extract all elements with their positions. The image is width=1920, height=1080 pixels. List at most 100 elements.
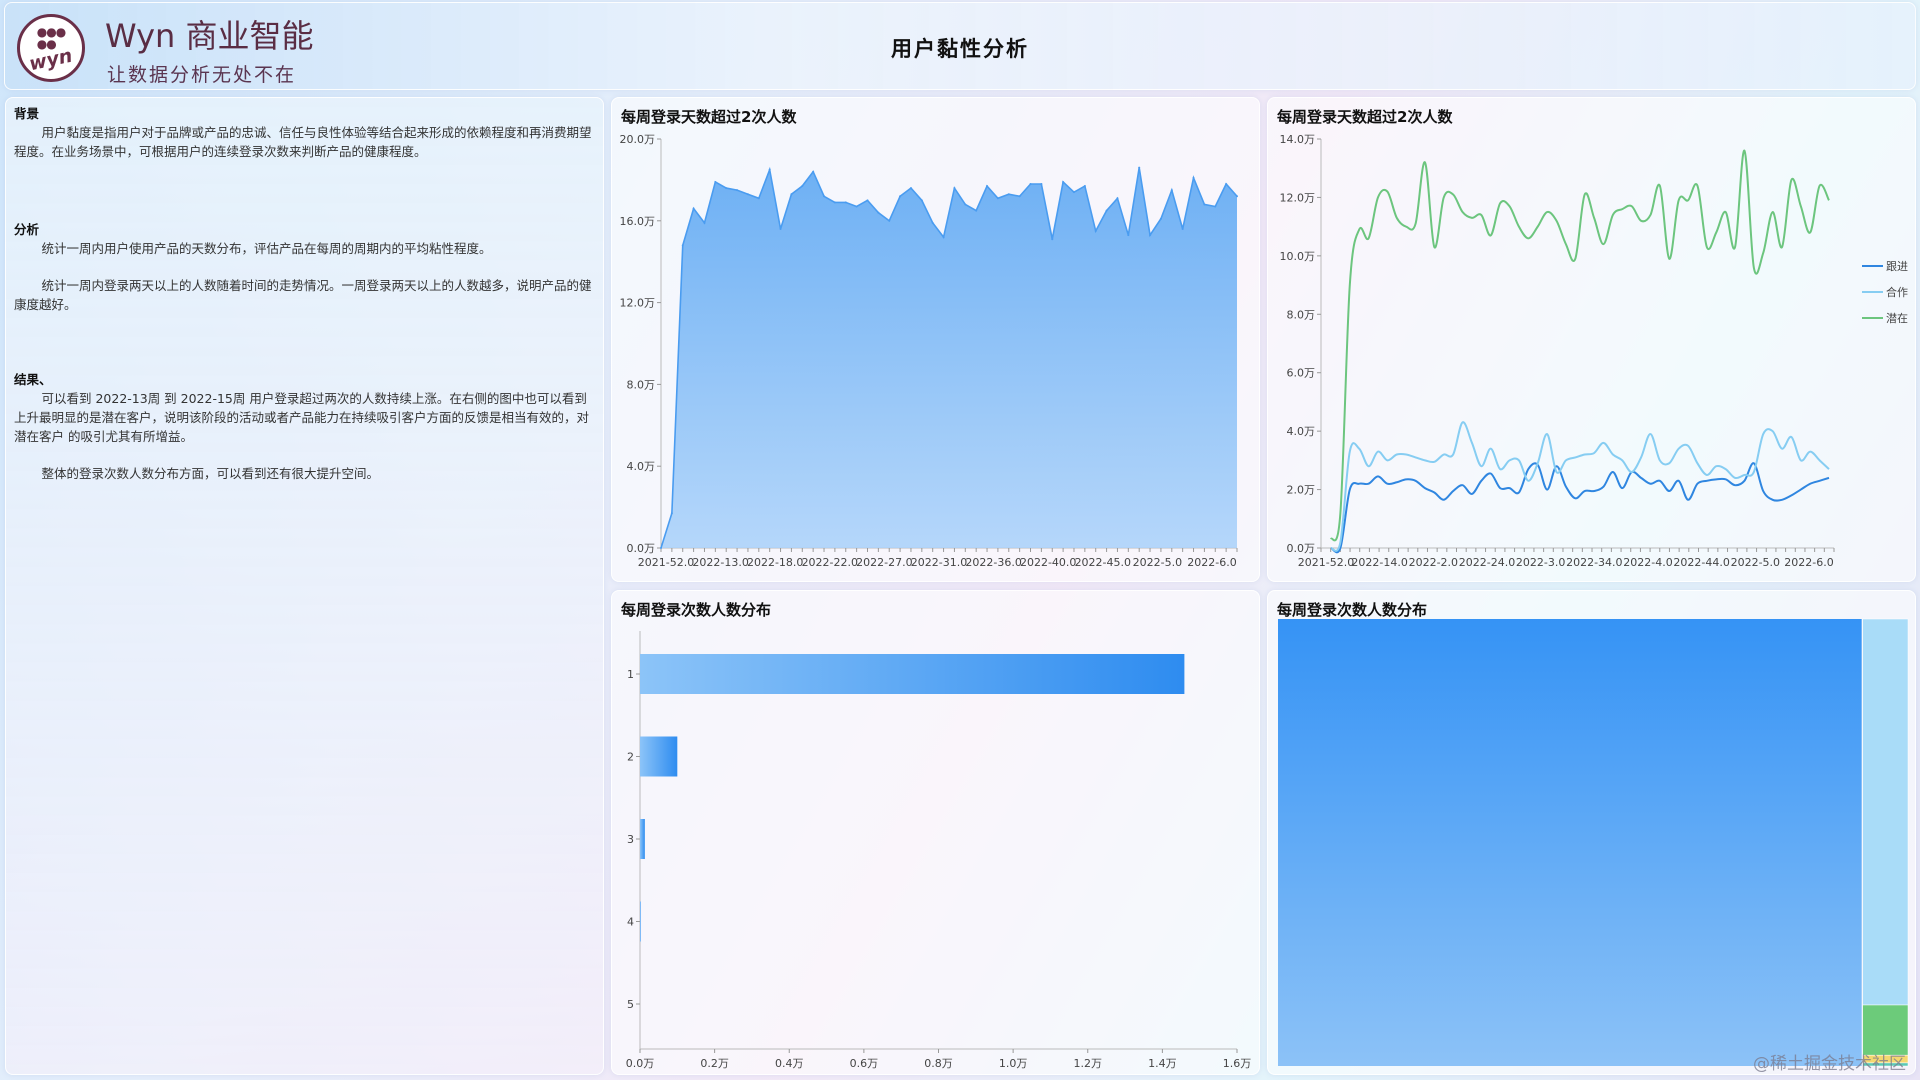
- x-tick-label: 2022-44.0: [1673, 556, 1729, 569]
- y-tick-label: 2.0万: [1287, 484, 1316, 497]
- area-line: [660, 166, 1238, 549]
- section-title-background: 背景: [14, 106, 40, 121]
- x-tick-label: 2021-52.0: [638, 556, 694, 569]
- data-point: [1094, 230, 1097, 233]
- x-tick-label: 0.0万: [626, 1057, 655, 1070]
- legend-label: 跟进: [1886, 260, 1908, 273]
- chart-title: 每周登录次数人数分布: [621, 601, 772, 619]
- data-point: [1236, 195, 1238, 198]
- x-tick-label: 1.0万: [999, 1057, 1028, 1070]
- y-tick-label: 14.0万: [1280, 133, 1316, 146]
- bar-chart: 0.0万 0.2万 0.4万 0.6万 0.8万 1.0万 1.2万 1.4万 1.6万 1 2 3 4…: [626, 631, 1252, 1070]
- section-text: 统计一周内登录两天以上的人数随着时间的走势情况。一周登录两天以上的人数越多，说明…: [14, 278, 592, 312]
- x-tick-label: 2022-4.0: [1623, 556, 1672, 569]
- y-tick-label: 6.0万: [1287, 367, 1316, 380]
- legend-label: 潜在: [1886, 311, 1908, 325]
- data-point: [725, 187, 728, 190]
- x-tick-label: 0.4万: [775, 1057, 804, 1070]
- treemap-cell: [1862, 1062, 1909, 1067]
- y-tick-label: 16.0万: [620, 215, 656, 228]
- chart-title: 每周登录次数人数分布: [1277, 601, 1428, 619]
- y-tick-label: 4.0万: [1287, 425, 1316, 438]
- y-tick-label: 3: [627, 833, 634, 846]
- data-point: [1105, 209, 1108, 212]
- data-point: [855, 205, 858, 208]
- data-point: [877, 211, 880, 214]
- y-tick-label: 2: [627, 751, 634, 764]
- x-tick-label: 0.8万: [924, 1057, 953, 1070]
- section-text: 整体的登录次数人数分布方面，可以看到还有很大提升空间。: [41, 466, 380, 481]
- x-tick-label: 2022-34.0: [1566, 556, 1622, 569]
- treemap-cell: [1862, 1004, 1909, 1056]
- data-point: [736, 189, 739, 192]
- data-point: [844, 201, 847, 204]
- data-point: [986, 185, 989, 188]
- line-chart: 0.0万 2.0万 4.0万 6.0万 8.0万 10.0万 12.0万 14.0万 2021-…: [1280, 133, 1909, 569]
- series-line-2: [1330, 149, 1830, 542]
- bar: [640, 819, 645, 859]
- data-point: [801, 185, 804, 188]
- data-point: [920, 199, 923, 202]
- y-tick-label: 0.0万: [1287, 542, 1316, 555]
- x-tick-label: 2022-13.0: [692, 556, 748, 569]
- data-point: [768, 168, 771, 171]
- chart-title: 每周登录天数超过2次人数: [621, 108, 797, 126]
- x-tick-label: 2022-3.0: [1516, 556, 1565, 569]
- chart-title: 每周登录天数超过2次人数: [1277, 108, 1453, 126]
- data-point: [703, 221, 706, 224]
- legend-label: 合作: [1886, 285, 1908, 299]
- y-tick-label: 8.0万: [627, 378, 656, 391]
- data-point: [888, 219, 891, 222]
- data-point: [692, 207, 695, 210]
- data-point: [1214, 205, 1217, 208]
- data-point: [1116, 197, 1119, 200]
- data-point: [964, 203, 967, 206]
- data-point: [790, 193, 793, 196]
- x-tick-label: 0.6万: [850, 1057, 879, 1070]
- line-chart-panel: 每周登录天数超过2次人数 0.0万 2.0万 4.0万 6.0万 8.0万 10.0万 12…: [1267, 97, 1916, 582]
- data-point: [681, 244, 684, 247]
- data-point: [866, 199, 869, 202]
- series-line-1: [1330, 421, 1830, 552]
- logo-dots-icon: ●●● ●●: [36, 25, 66, 51]
- y-tick-label: 20.0万: [620, 133, 656, 146]
- data-point: [1203, 203, 1206, 206]
- data-point: [1007, 193, 1010, 196]
- section-title-analysis: 分析: [14, 222, 40, 237]
- x-tick-label: 2022-27.0: [856, 556, 912, 569]
- x-tick-label: 1.4万: [1148, 1057, 1177, 1070]
- x-tick-label: 2022-40.0: [1020, 556, 1076, 569]
- section-text: 用户黏度是指用户对于品牌或产品的忠诚、信任与良性体验等结合起来形成的依赖程度和再…: [14, 125, 592, 159]
- bar-chart-panel: 每周登录次数人数分布 0.0万 0.2万 0.4万 0.6万 0.8万 1.0万 1.2万 1…: [611, 590, 1260, 1075]
- data-point: [931, 221, 934, 224]
- x-tick-label: 2022-2.0: [1409, 556, 1458, 569]
- x-tick-label: 2022-5.0: [1133, 556, 1182, 569]
- data-point: [670, 512, 673, 515]
- watermark: @稀土掘金技术社区: [1753, 1054, 1906, 1074]
- data-point: [909, 187, 912, 190]
- data-point: [1138, 166, 1141, 169]
- treemap-panel: 每周登录次数人数分布: [1267, 590, 1916, 1075]
- y-tick-label: 4.0万: [627, 460, 656, 473]
- data-point: [975, 209, 978, 212]
- x-tick-label: 2021-52.0: [1298, 556, 1354, 569]
- data-point: [714, 180, 717, 183]
- area-fill: [661, 167, 1237, 548]
- x-tick-label: 0.2万: [700, 1057, 729, 1070]
- y-tick-label: 1: [627, 668, 634, 681]
- y-tick-label: 12.0万: [620, 297, 656, 310]
- data-point: [1051, 238, 1054, 241]
- data-point: [812, 170, 815, 173]
- data-point: [1225, 182, 1228, 185]
- y-tick-label: 12.0万: [1280, 191, 1316, 204]
- treemap-cell: [1862, 618, 1909, 1006]
- treemap-chart: [1278, 618, 1909, 1067]
- treemap-cell: [1278, 619, 1862, 1066]
- x-tick-label: 2022-24.0: [1459, 556, 1515, 569]
- section-text: 统计一周内用户使用产品的天数分布，评估产品在每周的周期内的平均粘性程度。: [41, 241, 492, 256]
- section-text: 可以看到 2022-13周 到 2022-15周 用户登录超过两次的人数持续上涨…: [14, 391, 590, 444]
- y-tick-label: 5: [627, 998, 634, 1011]
- data-point: [660, 547, 662, 549]
- x-tick-label: 2022-6.0: [1187, 556, 1236, 569]
- x-tick-label: 1.6万: [1223, 1057, 1252, 1070]
